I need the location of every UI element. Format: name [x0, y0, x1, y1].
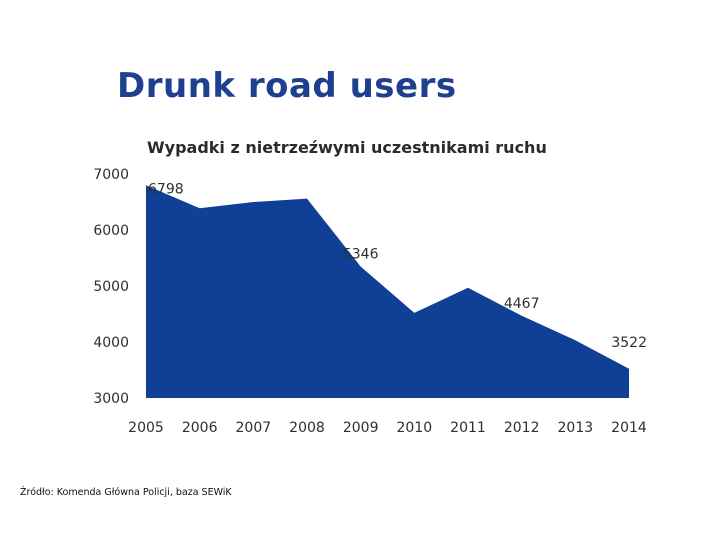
- x-tick-label: 2012: [504, 420, 540, 436]
- x-tick-label: 2006: [182, 420, 218, 436]
- y-tick-label: 3000: [93, 391, 129, 407]
- x-tick-label: 2005: [128, 420, 164, 436]
- data-label: 5346: [343, 247, 379, 263]
- y-tick-label: 4000: [93, 335, 129, 351]
- data-labels: 6798 5346 4467 3522: [148, 181, 647, 350]
- x-tick-label: 2014: [611, 420, 647, 436]
- y-tick-label: 5000: [93, 279, 129, 295]
- y-tick-label: 6000: [93, 223, 129, 239]
- source-note: Źródło: Komenda Główna Policji, baza SEW…: [20, 487, 232, 498]
- x-tick-label: 2008: [289, 420, 325, 436]
- data-label: 6798: [148, 181, 184, 197]
- x-tick-label: 2013: [558, 420, 594, 436]
- x-tick-label: 2010: [397, 420, 433, 436]
- x-tick-label: 2011: [450, 420, 486, 436]
- area-series: [146, 185, 629, 398]
- data-label: 3522: [611, 335, 647, 351]
- slide-title: Drunk road users: [117, 66, 457, 106]
- y-tick-label: 7000: [93, 167, 129, 183]
- data-label: 4467: [504, 296, 540, 312]
- chart-title: Wypadki z nietrzeźwymi uczestnikami ruch…: [147, 138, 547, 157]
- x-tick-label: 2007: [236, 420, 272, 436]
- area-layer: [146, 185, 629, 398]
- y-axis-ticks: 7000 6000 5000 4000 3000: [93, 167, 129, 407]
- x-axis-ticks: 2005 2006 2007 2008 2009 2010 2011 2012 2013 2014: [128, 420, 647, 436]
- x-tick-label: 2009: [343, 420, 379, 436]
